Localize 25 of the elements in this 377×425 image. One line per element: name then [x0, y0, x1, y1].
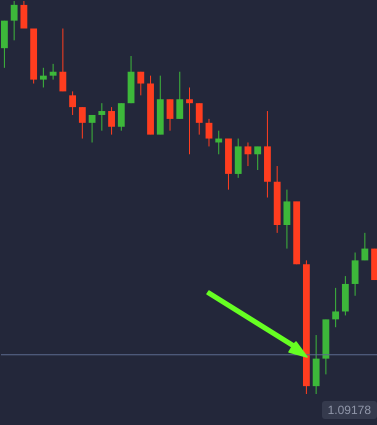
- candlestick: [166, 98, 174, 132]
- candlestick: [361, 232, 368, 261]
- candlestick: [244, 142, 252, 167]
- text: 1.09178: [322, 401, 377, 419]
- candlestick: [59, 28, 66, 92]
- candlestick: [98, 102, 106, 132]
- candlestick: [215, 130, 222, 155]
- candlestick: [108, 106, 115, 136]
- candlestick: [69, 90, 76, 116]
- candlestick: [88, 114, 96, 143]
- candlestick: [284, 189, 290, 250]
- candlestick: [196, 102, 203, 136]
- candlestick: [254, 146, 262, 170]
- candlestick: [186, 86, 193, 155]
- candlestick: [78, 106, 86, 140]
- candlestick: [206, 118, 212, 147]
- candlestick: [118, 102, 125, 132]
- candlestick: [40, 67, 47, 88]
- candlestick: [20, 0, 28, 30]
- candlestick: [332, 287, 340, 328]
- candlestick: [50, 63, 57, 80]
- candlestick: [10, 0, 18, 41]
- candlestick: [137, 71, 144, 96]
- candlestick: [176, 71, 184, 120]
- candlestick: [352, 252, 359, 296]
